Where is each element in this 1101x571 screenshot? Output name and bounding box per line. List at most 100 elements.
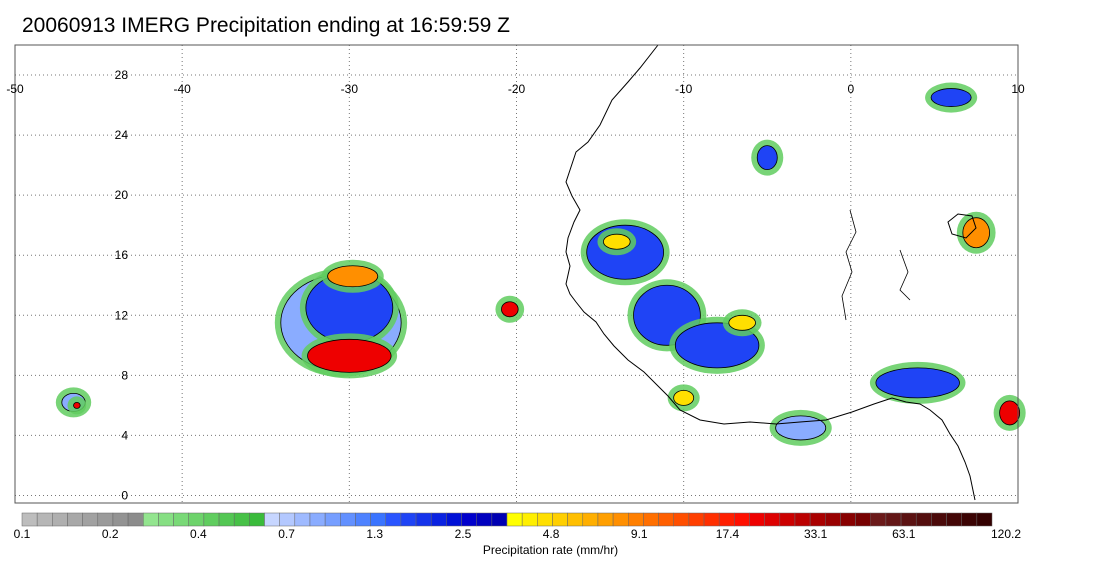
colorbar-swatch <box>355 512 371 527</box>
colorbar-swatch <box>279 512 296 527</box>
longitude-tick-label: -30 <box>341 82 359 96</box>
colorbar-swatch <box>67 512 83 527</box>
colorbar-swatch <box>900 512 917 527</box>
colorbar-swatch <box>749 512 765 527</box>
latitude-tick-label: 24 <box>115 128 129 142</box>
colorbar-swatch <box>294 512 311 527</box>
colorbar-tick-label: 33.1 <box>804 527 828 541</box>
colorbar-swatch <box>612 512 629 527</box>
precip-cell <box>501 301 519 318</box>
colorbar-swatch <box>688 512 705 527</box>
colorbar-tick-label: 17.4 <box>716 527 740 541</box>
colorbar-swatch <box>370 512 386 527</box>
colorbar-swatch <box>143 512 159 527</box>
colorbar-swatch <box>779 512 796 527</box>
colorbar-swatch <box>173 512 189 527</box>
colorbar-swatch <box>21 512 38 527</box>
precip-cell <box>603 233 631 250</box>
colorbar-swatch <box>703 512 720 527</box>
colorbar-swatch <box>976 512 993 527</box>
colorbar-swatch <box>506 512 523 527</box>
precip-cell <box>756 145 778 171</box>
colorbar-swatch <box>764 512 781 527</box>
latitude-tick-label: 20 <box>115 188 129 202</box>
colorbar-swatch <box>734 512 750 527</box>
colorbar-tick-label: 4.8 <box>543 527 560 541</box>
colorbar-tick-label: 0.7 <box>278 527 295 541</box>
colorbar-swatch <box>218 512 235 527</box>
precip-cell <box>673 389 695 406</box>
colorbar-swatch <box>203 512 220 527</box>
colorbar-swatch <box>476 512 493 527</box>
colorbar-tick-label: 9.1 <box>631 527 648 541</box>
colorbar-tick-label: 0.2 <box>102 527 119 541</box>
colorbar-swatch <box>446 512 462 527</box>
colorbar-swatch <box>794 512 811 527</box>
colorbar-swatch <box>521 512 538 527</box>
colorbar-tick-label: 0.4 <box>190 527 207 541</box>
map-title: 20060913 IMERG Precipitation ending at 1… <box>22 14 510 37</box>
latitude-tick-label: 16 <box>115 248 129 262</box>
colorbar-swatch <box>628 512 644 527</box>
colorbar-swatch <box>264 512 280 527</box>
colorbar-swatch <box>324 512 341 527</box>
colorbar-swatch <box>552 512 568 527</box>
river-outline <box>841 209 911 321</box>
colorbar-tick-label: 1.3 <box>366 527 383 541</box>
colorbar-swatch <box>658 512 674 527</box>
longitude-tick-label: 0 <box>847 82 854 96</box>
colorbar-swatch <box>825 512 841 527</box>
colorbar-label: Precipitation rate (mm/hr) <box>482 543 619 557</box>
colorbar-swatch <box>52 512 68 527</box>
colorbar-swatch <box>582 512 599 527</box>
latitude-tick-label: 4 <box>121 428 128 442</box>
precip-cell <box>73 401 81 409</box>
colorbar-swatch <box>915 512 932 527</box>
colorbar-swatch <box>127 512 144 527</box>
longitude-tick-label: -40 <box>173 82 191 96</box>
west-africa-coastline <box>565 44 976 501</box>
precip-cell <box>728 314 756 331</box>
colorbar-swatch <box>97 512 114 527</box>
colorbar-swatch <box>158 512 174 527</box>
colorbar-swatch <box>249 512 265 527</box>
precip-cell <box>875 367 960 399</box>
map-frame <box>14 44 1019 504</box>
colorbar-swatch <box>673 512 690 527</box>
colorbar-swatch <box>400 512 417 527</box>
latitude-tick-label: 0 <box>121 488 128 502</box>
colorbar-tick-label: 120.2 <box>991 527 1021 541</box>
colorbar-swatch <box>931 512 947 527</box>
colorbar-swatch <box>233 512 250 527</box>
longitude-tick-label: -50 <box>6 82 24 96</box>
colorbar-swatch <box>491 512 508 527</box>
colorbar-tick-label: 63.1 <box>892 527 916 541</box>
colorbar-swatch <box>82 512 99 527</box>
colorbar-swatch <box>36 512 53 527</box>
longitude-tick-label: 10 <box>1011 82 1025 96</box>
colorbar-swatch <box>855 512 871 527</box>
colorbar-swatch <box>885 512 902 527</box>
colorbar-swatch <box>946 512 962 527</box>
colorbar-swatch <box>112 512 129 527</box>
colorbar-swatch <box>309 512 326 527</box>
colorbar-swatch <box>188 512 205 527</box>
precip-cell <box>307 338 392 373</box>
latitude-tick-label: 12 <box>115 308 129 322</box>
colorbar-swatch <box>809 512 826 527</box>
precip-cell <box>962 217 990 249</box>
colorbar-swatch <box>415 512 432 527</box>
colorbar-swatch <box>718 512 735 527</box>
colorbar-swatch <box>961 512 978 527</box>
longitude-tick-label: -10 <box>675 82 693 96</box>
colorbar-swatch <box>840 512 856 527</box>
colorbar-swatch <box>430 512 447 527</box>
colorbar-swatch <box>537 512 553 527</box>
colorbar-swatch <box>567 512 584 527</box>
precip-cell <box>775 415 827 441</box>
colorbar-tick-label: 2.5 <box>455 527 472 541</box>
colorbar-tick-labels: 0.1 0.2 0.4 0.7 1.3 2.5 4.8 9.1 17.4 33.1 63.1 120.… <box>14 527 1022 541</box>
colorbar-swatch <box>643 512 659 527</box>
